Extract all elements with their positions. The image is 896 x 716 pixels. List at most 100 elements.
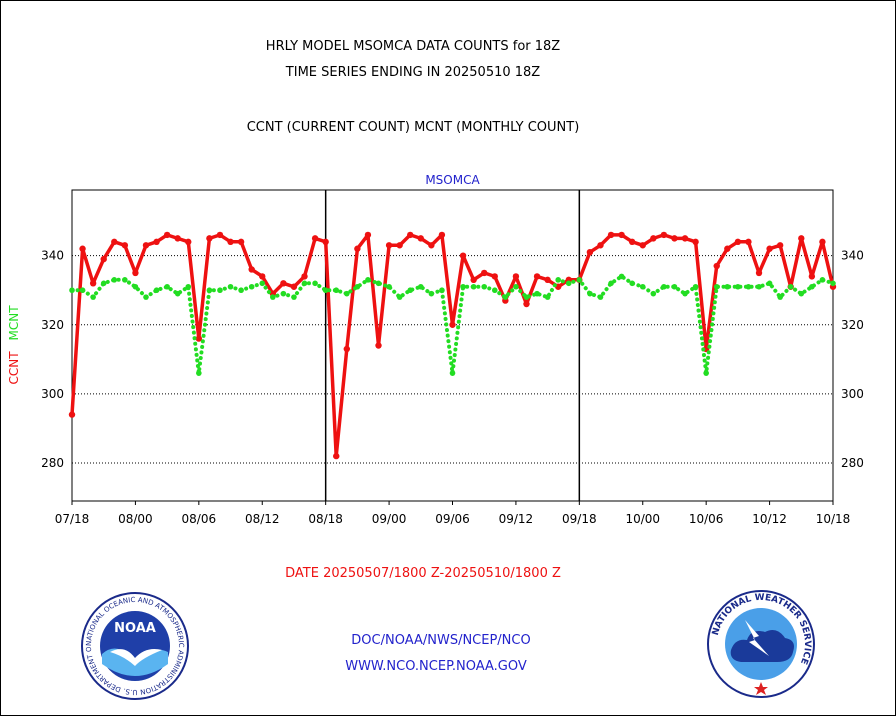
chart-subtitle: CCNT (CURRENT COUNT) MCNT (MONTHLY COUNT…	[246, 120, 580, 135]
data-point-mcnt	[280, 290, 287, 297]
x-tick-label: 08/00	[118, 512, 153, 526]
date-range-label: DATE 20250507/1800 Z-20250510/1800 Z	[285, 566, 561, 581]
data-point-mcnt	[470, 283, 477, 290]
data-point-mcnt	[122, 277, 128, 283]
data-point-mcnt	[174, 290, 181, 297]
data-point-mcnt	[196, 370, 202, 376]
data-point-mcnt	[270, 294, 276, 300]
data-point-ccnt	[681, 235, 689, 242]
data-point-ccnt	[111, 238, 118, 246]
data-point-ccnt	[755, 269, 763, 277]
y-tick-label-left: 300	[41, 387, 64, 401]
x-tick-label: 07/18	[55, 512, 90, 526]
data-point-ccnt	[68, 411, 76, 418]
data-point-mcnt	[439, 287, 445, 294]
data-point-mcnt	[344, 290, 350, 297]
data-point-ccnt	[407, 231, 414, 239]
data-point-ccnt	[660, 231, 668, 239]
chart-title-line2: TIME SERIES ENDING IN 20250510 18Z	[285, 65, 541, 80]
x-tick-label: 09/12	[499, 512, 534, 526]
x-tick-label: 09/00	[372, 512, 407, 526]
data-point-mcnt	[417, 283, 424, 290]
data-point-ccnt	[100, 255, 107, 263]
data-point-mcnt	[618, 273, 625, 280]
data-point-mcnt	[661, 283, 667, 290]
website-link[interactable]: WWW.NCO.NCEP.NOAA.GOV	[345, 659, 527, 674]
data-point-mcnt	[386, 283, 392, 290]
y-tick-label-right: 340	[841, 249, 864, 263]
nws-logo: NATIONAL WEATHER SERVICE	[707, 590, 815, 698]
org-label: DOC/NOAA/NWS/NCEP/NCO	[351, 633, 531, 648]
data-point-mcnt	[629, 280, 635, 287]
data-point-mcnt	[132, 283, 139, 290]
data-point-mcnt	[713, 283, 720, 290]
data-point-mcnt	[671, 283, 678, 290]
data-point-ccnt	[206, 235, 213, 242]
data-point-ccnt	[438, 231, 446, 239]
data-point-ccnt	[227, 238, 234, 246]
data-point-mcnt	[301, 280, 308, 287]
data-point-mcnt	[143, 294, 149, 300]
y-axis-label-mcnt: MCNT	[7, 305, 21, 341]
x-tick-label: 08/18	[308, 512, 343, 526]
data-point-ccnt	[354, 245, 361, 252]
data-point-ccnt	[343, 345, 351, 353]
data-point-ccnt	[364, 231, 372, 239]
data-point-ccnt	[163, 231, 171, 239]
data-point-mcnt	[502, 294, 509, 300]
data-point-ccnt	[692, 238, 699, 246]
data-point-ccnt	[618, 231, 625, 239]
x-tick-label: 10/12	[752, 512, 787, 526]
data-point-mcnt	[513, 283, 519, 290]
data-point-mcnt	[682, 290, 688, 297]
data-point-ccnt	[459, 252, 467, 259]
data-point-ccnt	[671, 235, 678, 242]
data-point-mcnt	[544, 294, 551, 300]
data-point-ccnt	[776, 242, 784, 249]
data-point-ccnt	[195, 335, 203, 342]
data-point-mcnt	[523, 294, 530, 300]
data-point-ccnt	[290, 283, 298, 290]
y-tick-label-left: 320	[41, 318, 64, 332]
data-point-mcnt	[291, 294, 297, 300]
plot-area-border	[71, 189, 834, 502]
data-point-ccnt	[734, 238, 742, 246]
plot-title: MSOMCA	[425, 173, 480, 187]
data-point-ccnt	[121, 242, 129, 249]
data-point-ccnt	[481, 269, 488, 277]
data-point-ccnt	[185, 238, 192, 246]
x-tick-label: 09/18	[562, 512, 597, 526]
data-point-mcnt	[238, 287, 244, 294]
data-point-mcnt	[555, 277, 561, 283]
data-point-ccnt	[311, 235, 319, 242]
x-tick-label: 10/06	[689, 512, 724, 526]
data-point-mcnt	[79, 287, 86, 294]
data-point-mcnt	[333, 287, 340, 294]
data-point-ccnt	[639, 242, 646, 249]
data-point-ccnt	[607, 231, 615, 239]
data-point-ccnt	[89, 280, 97, 287]
x-tick-label: 08/12	[245, 512, 280, 526]
data-point-mcnt	[587, 290, 593, 297]
data-point-ccnt	[322, 238, 329, 246]
data-point-ccnt	[248, 266, 255, 273]
data-point-ccnt	[449, 321, 456, 328]
x-tick-label: 09/06	[435, 512, 470, 526]
chart-title-line1: HRLY MODEL MSOMCA DATA COUNTS for 18Z	[265, 39, 561, 54]
data-point-mcnt	[354, 283, 361, 290]
data-point-mcnt	[787, 283, 794, 290]
data-point-mcnt	[819, 277, 826, 283]
data-point-mcnt	[460, 283, 466, 290]
data-point-mcnt	[565, 280, 572, 287]
data-point-ccnt	[259, 273, 266, 280]
noaa-logo-label: NOAA	[114, 621, 156, 636]
data-point-mcnt	[724, 283, 731, 290]
x-tick-label: 08/06	[182, 512, 217, 526]
data-point-mcnt	[375, 280, 382, 287]
data-point-mcnt	[809, 283, 815, 290]
data-point-ccnt	[79, 245, 86, 252]
data-point-mcnt	[756, 283, 762, 290]
data-point-mcnt	[185, 283, 192, 290]
y-tick-label-left: 340	[41, 249, 64, 263]
